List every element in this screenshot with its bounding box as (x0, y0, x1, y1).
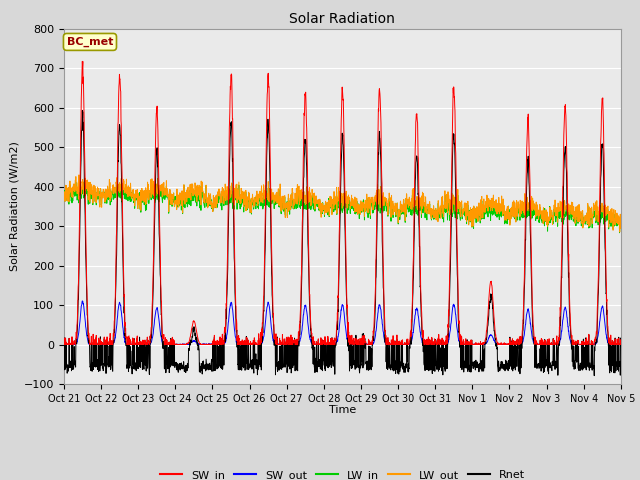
Text: BC_met: BC_met (67, 37, 113, 47)
X-axis label: Time: Time (329, 405, 356, 415)
Legend: SW_in, SW_out, LW_in, LW_out, Rnet: SW_in, SW_out, LW_in, LW_out, Rnet (156, 465, 529, 480)
Y-axis label: Solar Radiation (W/m2): Solar Radiation (W/m2) (10, 142, 20, 271)
Title: Solar Radiation: Solar Radiation (289, 12, 396, 26)
